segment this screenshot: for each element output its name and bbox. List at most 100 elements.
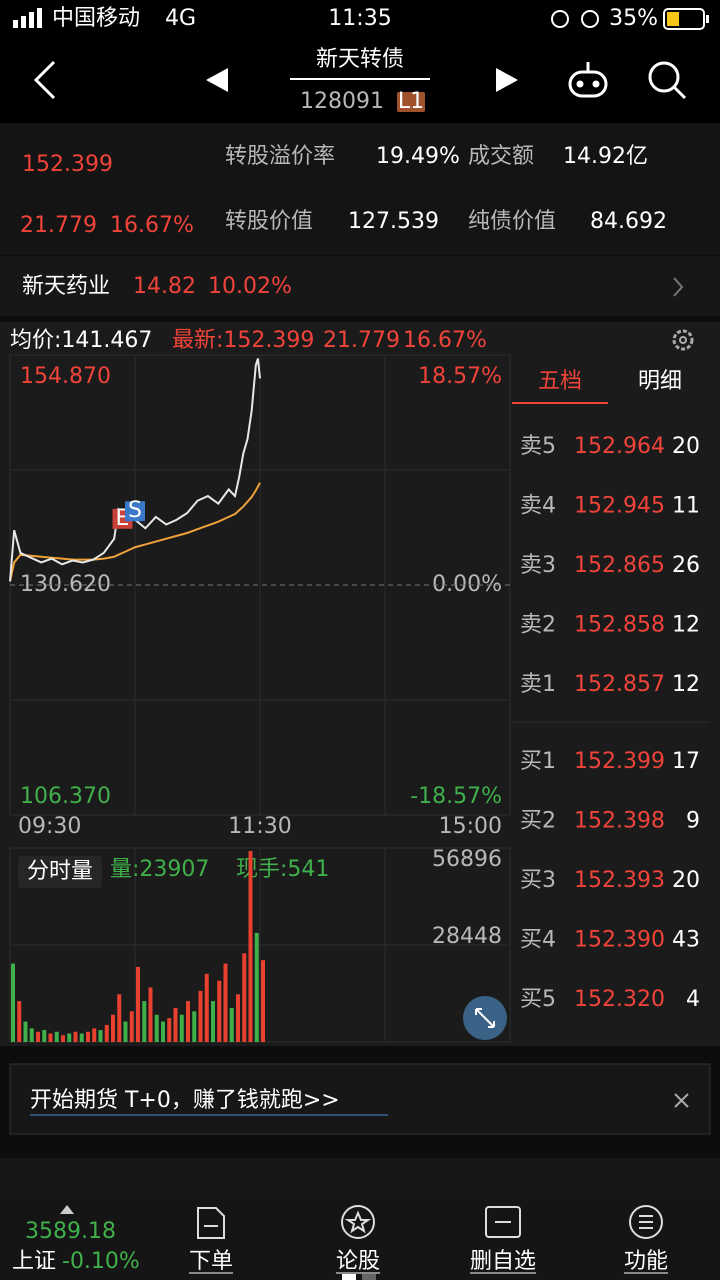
security-title: 新天转债: [316, 47, 404, 72]
volume-bar: [79, 1033, 84, 1042]
banner-text[interactable]: 开始期货 T+0，赚了钱就跑>>: [30, 1088, 340, 1113]
level-price: 152.390: [574, 928, 665, 953]
banner-box[interactable]: [9, 1063, 711, 1135]
volume-bar: [129, 1011, 134, 1042]
prev-button[interactable]: [206, 68, 228, 92]
search-icon[interactable]: [648, 61, 687, 100]
price-change-pct: 16.67%: [110, 213, 194, 238]
top-bar: [0, 0, 720, 123]
volume-bar: [186, 1001, 190, 1042]
price-line: [9, 358, 261, 582]
level-volume: 11: [672, 494, 700, 519]
latest-change: 21.779: [323, 328, 400, 353]
back-button[interactable]: [33, 60, 56, 100]
tab-strip: [0, 1158, 720, 1198]
volume-bar: [136, 966, 140, 1042]
volume-bar: [98, 1030, 103, 1042]
trade-marker-label: S: [128, 498, 142, 523]
volume-bar: [173, 1007, 178, 1042]
signal-icon: [13, 8, 42, 28]
volume-bar: [36, 1031, 40, 1042]
volume-bar: [242, 953, 247, 1042]
nav-label[interactable]: 删自选: [470, 1249, 536, 1274]
volume-label: 量:23907: [110, 857, 209, 882]
level-volume: 17: [672, 749, 700, 774]
volume-bar: [111, 1014, 115, 1042]
volume-bar: [123, 1021, 128, 1042]
level-volume: 4: [686, 987, 700, 1012]
settings-icon[interactable]: [672, 329, 694, 351]
x-tick-label: 11:30: [228, 814, 291, 839]
level-label: 卖2: [520, 613, 556, 638]
volume-bar: [192, 1011, 197, 1042]
metric-label: 转股价值: [225, 209, 313, 234]
level-volume: 20: [672, 868, 700, 893]
volume-bar: [29, 1028, 34, 1042]
nav-icons: [197, 1205, 663, 1239]
volume-bar: [42, 1030, 47, 1042]
level-label: 买1: [520, 749, 556, 774]
nav-label[interactable]: 论股: [336, 1249, 380, 1274]
next-button[interactable]: [496, 68, 518, 92]
level-label: 卖4: [520, 494, 556, 519]
trade-marker[interactable]: [125, 501, 145, 522]
carrier: 中国移动: [52, 6, 140, 31]
volume-tab-bg[interactable]: [18, 856, 102, 888]
metric-value: 84.692: [590, 209, 667, 234]
volume-bar: [198, 990, 203, 1042]
tab-active[interactable]: 五档: [538, 369, 582, 394]
level-price: 152.398: [574, 809, 665, 834]
volume-bar: [254, 932, 259, 1042]
volume-bar: [148, 987, 153, 1042]
level-volume: 43: [672, 928, 700, 953]
price-change: 21.779: [20, 213, 97, 238]
volume-bar: [61, 1035, 65, 1042]
nav-label[interactable]: 功能: [624, 1249, 668, 1274]
alarm-icon: [581, 10, 599, 28]
volume-bar: [154, 1014, 159, 1042]
y2-tick-label: -18.57%: [410, 784, 502, 809]
volume-bar: [204, 973, 209, 1042]
volume-bar: [17, 1001, 22, 1042]
lock-icon: [551, 10, 569, 28]
nav-label[interactable]: 下单: [189, 1249, 233, 1274]
badge-bg: [397, 92, 425, 112]
volume-bar: [167, 1018, 172, 1042]
index-change: -0.10%: [62, 1249, 140, 1274]
x-tick-label: 09:30: [18, 814, 81, 839]
volume-bar: [211, 1001, 215, 1042]
metric-value: 14.92亿: [563, 144, 648, 169]
level-label: 卖5: [520, 434, 556, 459]
level-label: 卖3: [520, 553, 556, 578]
metric-label: 纯债价值: [468, 209, 556, 234]
network: 4G: [165, 6, 196, 31]
index-value[interactable]: 3589.18: [25, 1219, 116, 1244]
volume-tab[interactable]: 分时量: [27, 859, 93, 884]
volume-bar: [67, 1033, 72, 1042]
volume-bar: [179, 1014, 184, 1042]
level-label: 卖1: [520, 672, 556, 697]
underlying-row[interactable]: [0, 256, 720, 316]
volume-bar: [229, 1007, 234, 1042]
x-tick-label: 15:00: [439, 814, 502, 839]
level-volume: 12: [672, 613, 700, 638]
security-code: 128091: [300, 89, 384, 114]
volume-bar: [142, 1001, 147, 1042]
battery-text: 35%: [609, 6, 658, 31]
volume-bar: [73, 1031, 78, 1042]
level-price: 152.393: [574, 868, 665, 893]
avg-line: [9, 482, 261, 582]
level-price: 152.858: [574, 613, 665, 638]
level-volume: 9: [686, 809, 700, 834]
latest-label: 最新:152.399: [172, 328, 314, 353]
volume-bar: [11, 963, 15, 1042]
volume-bar: [54, 1031, 59, 1042]
volume-bar: [23, 1021, 28, 1042]
index-arrow: [60, 1205, 74, 1214]
volume-bar: [86, 1031, 90, 1042]
badge: L1: [398, 89, 424, 114]
tab[interactable]: 明细: [638, 369, 682, 394]
close-button[interactable]: [674, 1093, 689, 1108]
robot-icon[interactable]: [568, 62, 608, 98]
